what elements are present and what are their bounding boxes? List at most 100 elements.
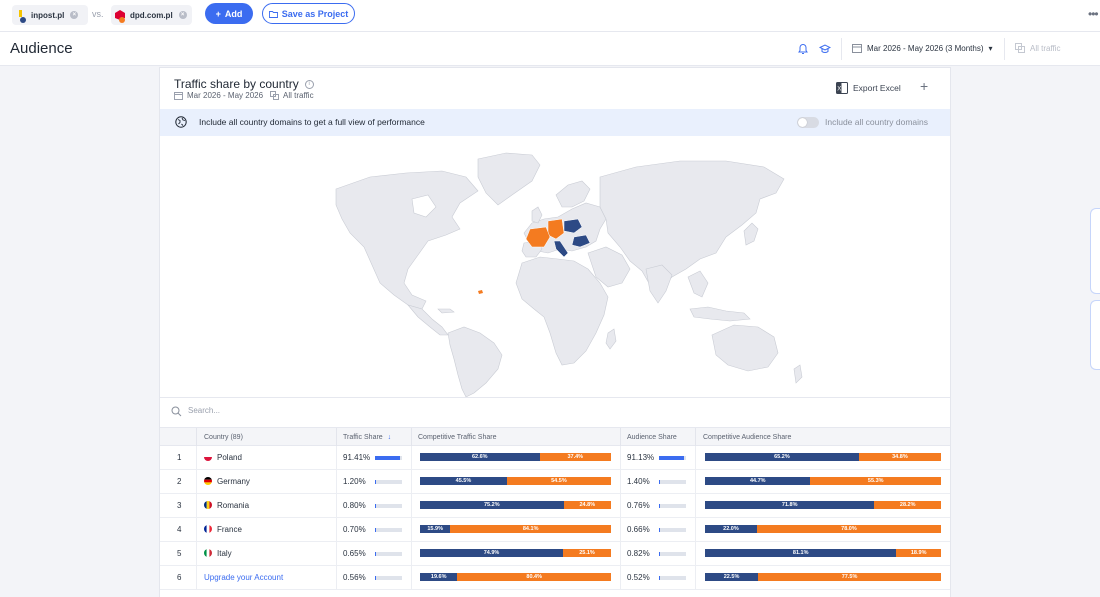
country-cell: Poland [204,453,242,462]
competitive-traffic-bar[interactable]: 74.9% 25.1% [420,549,611,557]
upgrade-account-link[interactable]: Upgrade your Account [204,573,284,582]
competitive-traffic-bar[interactable]: 62.6% 37.4% [420,453,611,461]
column-divider [411,446,412,470]
row-index: 5 [177,549,182,558]
add-widget-icon[interactable]: + [920,78,929,94]
col-traffic-share[interactable]: Traffic Share ↓ [343,434,391,441]
column-divider [695,518,696,542]
country-name: Italy [217,549,232,558]
col-competitive-traffic[interactable]: Competitive Traffic Share [418,434,497,441]
competitive-traffic-bar[interactable]: 19.6% 80.4% [420,573,611,581]
traffic-share-bar [375,456,402,460]
competitive-traffic-site2: 37.4% [539,453,611,461]
column-divider [620,494,621,518]
table-row[interactable]: 4 France 0.70% 15.9% 84.1% 0.66% 22.0% 7… [160,518,950,542]
side-panel-tab[interactable] [1090,208,1100,294]
competitive-traffic-site1: 75.2% [420,501,564,509]
folder-icon [268,10,278,18]
north-america [335,170,479,310]
save-as-project-button[interactable]: Save as Project [262,3,355,24]
column-divider [411,494,412,518]
competitive-audience-site1: 22.0% [705,525,757,533]
competitive-audience-bar[interactable]: 65.2% 34.8% [705,453,941,461]
column-divider [196,494,197,518]
traffic-filter-dropdown[interactable]: All traffic [1015,43,1061,53]
row-index: 1 [177,453,182,462]
toggle-knob [798,118,807,127]
greenland [477,152,541,206]
include-domains-toggle[interactable] [797,117,819,128]
competitive-audience-bar[interactable]: 71.8% 28.2% [705,501,941,509]
column-divider [620,542,621,566]
audience-share-bar [659,480,686,484]
col-audience-share[interactable]: Audience Share [627,434,677,441]
page-title: Audience [10,40,73,57]
column-divider [196,566,197,590]
flag-it-icon [204,549,212,557]
competitive-traffic-site1: 74.9% [420,549,564,557]
remove-site1-icon[interactable]: × [70,11,79,19]
search-input[interactable] [188,406,488,415]
country-cell[interactable]: Upgrade your Account [204,573,283,582]
competitive-traffic-bar[interactable]: 15.9% 84.1% [420,525,611,533]
remove-site2-icon[interactable]: × [178,11,187,19]
caribbean-region [478,290,483,294]
competitive-traffic-bar[interactable]: 45.5% 54.5% [420,477,611,485]
world-map [160,137,950,397]
column-divider [620,446,621,470]
col-country[interactable]: Country (89) [204,434,243,441]
side-panel-tab[interactable] [1090,300,1100,370]
audience-share-bar [659,456,686,460]
toggle-label: Include all country domains [825,117,929,127]
col-competitive-audience[interactable]: Competitive Audience Share [703,434,792,441]
add-site-button[interactable]: + Add [205,3,253,24]
competitive-traffic-site2: 24.8% [563,501,611,509]
graduation-cap-icon[interactable] [819,43,831,55]
column-divider [695,542,696,566]
info-icon[interactable]: i [304,79,314,89]
traffic-share-value: 0.70% [343,525,366,534]
site-chip-inpost[interactable]: inpost.pl × [12,5,88,25]
column-divider [695,446,696,470]
traffic-share-value: 1.20% [343,477,366,486]
site-chip-dpd[interactable]: dpd.com.pl × [111,5,192,25]
competitive-audience-bar[interactable]: 81.1% 18.9% [705,549,941,557]
column-divider [336,518,337,542]
column-divider [196,428,197,447]
site2-color-dot [119,17,125,23]
competitive-audience-bar[interactable]: 44.7% 55.3% [705,477,941,485]
caribbean [437,308,455,314]
bell-icon[interactable] [797,43,809,55]
poland-region [563,218,583,234]
competitive-traffic-site1: 19.6% [420,573,458,581]
column-divider [695,470,696,494]
row-index: 4 [177,525,182,534]
date-range-dropdown[interactable]: Mar 2026 - May 2026 (3 Months) ▾ [852,43,993,53]
competitive-audience-bar[interactable]: 22.0% 78.0% [705,525,941,533]
table-row[interactable]: 6 Upgrade your Account 0.56% 19.6% 80.4%… [160,566,950,590]
traffic-share-bar [375,504,402,508]
competitive-audience-site2: 34.8% [858,453,941,461]
table-row[interactable]: 5 Italy 0.65% 74.9% 25.1% 0.82% 81.1% 18… [160,542,950,566]
table-row[interactable]: 2 Germany 1.20% 45.5% 54.5% 1.40% 44.7% … [160,470,950,494]
add-label: Add [224,8,243,19]
country-cell: Germany [204,477,250,486]
more-options-icon[interactable]: ••• [1088,7,1099,21]
competitive-audience-bar[interactable]: 22.5% 77.5% [705,573,941,581]
south-america [447,326,503,397]
export-excel-button[interactable]: X Export Excel [836,82,901,94]
table-row[interactable]: 1 Poland 91.41% 62.6% 37.4% 91.13% 65.2%… [160,446,950,470]
country-cell: Romania [204,501,249,510]
competitive-traffic-bar[interactable]: 75.2% 24.8% [420,501,611,509]
table-row[interactable]: 3 Romania 0.80% 75.2% 24.8% 0.76% 71.8% … [160,494,950,518]
uk [531,206,543,224]
southeast-asia [687,270,709,298]
header-divider [1004,38,1005,60]
column-divider [695,494,696,518]
flag-ro-icon [204,501,212,509]
column-divider [336,470,337,494]
traffic-share-bar [375,552,402,556]
column-divider [336,446,337,470]
dpd-favicon-icon [115,10,125,23]
hudson-bay [411,194,437,218]
